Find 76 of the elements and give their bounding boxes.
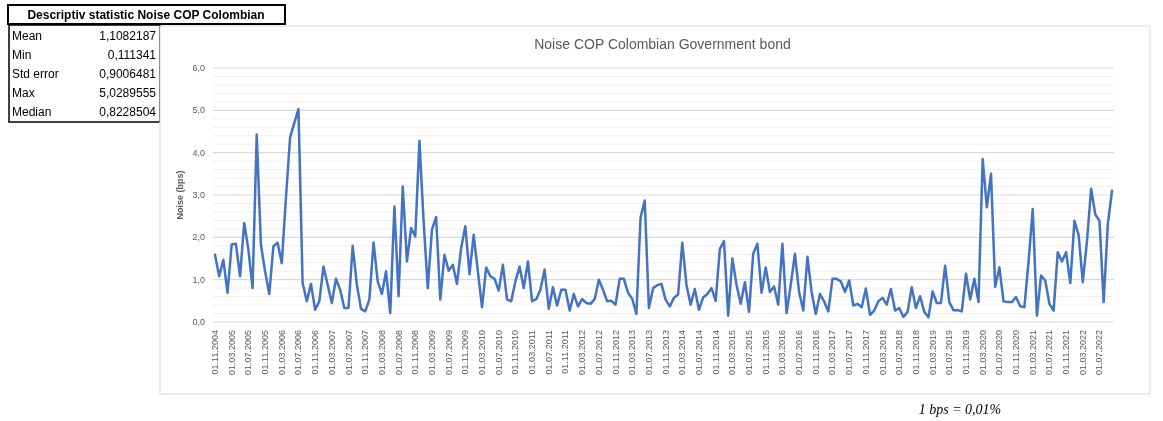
x-tick-label: 01.07.2008 <box>393 330 404 376</box>
x-tick-label: 01.07.2017 <box>844 330 855 376</box>
x-tick-label: 01.11.2021 <box>1061 330 1072 375</box>
x-tick-label: 01.03.2010 <box>477 330 488 376</box>
text: 0,111341 <box>107 48 157 62</box>
x-tick-label: 01.11.2004 <box>210 330 220 375</box>
x-tick-label: 01.03.2005 <box>226 330 237 376</box>
text: 0,9006481 <box>99 67 157 81</box>
chart-title: Noise COP Colombian Government bond <box>534 36 791 52</box>
x-tick-label: 01.11.2017 <box>860 330 871 375</box>
y-tick-label: 1,0 <box>192 274 205 285</box>
x-tick-label: 01.07.2009 <box>443 330 454 376</box>
x-tick-label: 01.11.2005 <box>260 330 271 375</box>
line-series <box>213 107 1114 319</box>
x-tick-label: 01.03.2021 <box>1027 330 1038 376</box>
text: Min <box>12 48 32 62</box>
x-tick-label: 01.11.2011 <box>560 330 571 374</box>
x-tick-label: 01.07.2005 <box>243 330 254 376</box>
x-tick-label: 01.03.2006 <box>276 330 287 376</box>
x-tick-label: 01.11.2015 <box>760 330 771 375</box>
x-tick-label: 01.07.2014 <box>693 330 704 376</box>
x-tick-label: 01.07.2012 <box>593 330 604 376</box>
x-tick-label: 01.07.2015 <box>744 330 755 376</box>
x-tick-label: 01.07.2019 <box>944 330 955 376</box>
x-tick-label: 01.11.2006 <box>310 330 321 375</box>
text: 1 bps = 0,01% <box>918 402 1002 417</box>
y-tick-label: 3,0 <box>192 190 205 200</box>
x-tick-label: 01.11.2008 <box>410 330 421 375</box>
x-tick-label: 01.07.2022 <box>1094 330 1105 376</box>
text: Mean <box>12 29 43 43</box>
text: Std error <box>12 67 59 81</box>
x-tick-label: 01.11.2013 <box>660 330 671 375</box>
x-tick-label: 01.03.2012 <box>577 330 588 376</box>
x-tick-label: 01.07.2018 <box>894 330 905 376</box>
text: Max <box>12 86 35 100</box>
x-tick-label: 01.07.2007 <box>343 330 354 376</box>
x-tick-label: 01.07.2013 <box>643 330 654 376</box>
x-tick-label: 01.03.2019 <box>927 330 938 376</box>
y-tick-label: 5,0 <box>192 105 205 116</box>
x-tick-label: 01.03.2008 <box>376 330 387 376</box>
x-tick-label: 01.11.2007 <box>360 330 371 375</box>
x-tick-label: 01.03.2011 <box>527 330 538 375</box>
text: 0,8228504 <box>99 105 157 119</box>
y-axis-title: Noise (bps) <box>175 170 185 220</box>
x-tick-label: 01.11.2010 <box>510 330 521 375</box>
y-tick-label: 6,0 <box>192 63 205 73</box>
x-tick-label: 01.03.2007 <box>326 330 337 376</box>
x-tick-label: 01.11.2020 <box>1011 330 1022 375</box>
x-tick-label: 01.03.2013 <box>627 330 638 376</box>
x-tick-label: 01.03.2020 <box>977 330 988 376</box>
x-tick-label: 01.11.2016 <box>810 330 821 375</box>
x-tick-label: 01.07.2011 <box>543 330 554 375</box>
x-tick-label: 01.11.2018 <box>910 330 921 375</box>
x-tick-label: 01.11.2012 <box>610 330 621 375</box>
x-tick-label: 01.11.2014 <box>710 330 721 375</box>
text: Descriptiv statistic Noise COP Colombian <box>27 8 265 22</box>
x-tick-label: 01.11.2009 <box>460 330 471 375</box>
x-tick-label: 01.07.2006 <box>293 330 304 376</box>
x-tick-label: 01.03.2009 <box>426 330 437 376</box>
x-tick-label: 01.07.2021 <box>1044 330 1055 376</box>
x-tick-label: 01.03.2022 <box>1077 330 1088 376</box>
x-tick-label: 01.03.2017 <box>827 330 838 376</box>
x-tick-label: 01.03.2014 <box>677 330 688 376</box>
text: 1,1082187 <box>99 29 157 43</box>
x-tick-label: 01.07.2016 <box>794 330 805 376</box>
y-tick-label: 4,0 <box>192 147 205 158</box>
text: 5,0289555 <box>99 86 157 100</box>
y-tick-label: 2,0 <box>192 232 205 243</box>
x-tick-label: 01.03.2015 <box>727 330 738 376</box>
text: Median <box>12 105 52 119</box>
x-tick-label: 01.03.2018 <box>877 330 888 376</box>
x-tick-label: 01.07.2010 <box>493 330 504 376</box>
y-tick-label: 0,0 <box>192 317 205 327</box>
x-tick-label: 01.11.2019 <box>960 330 971 375</box>
x-tick-label: 01.07.2020 <box>994 330 1005 376</box>
x-tick-label: 01.03.2016 <box>777 330 788 376</box>
